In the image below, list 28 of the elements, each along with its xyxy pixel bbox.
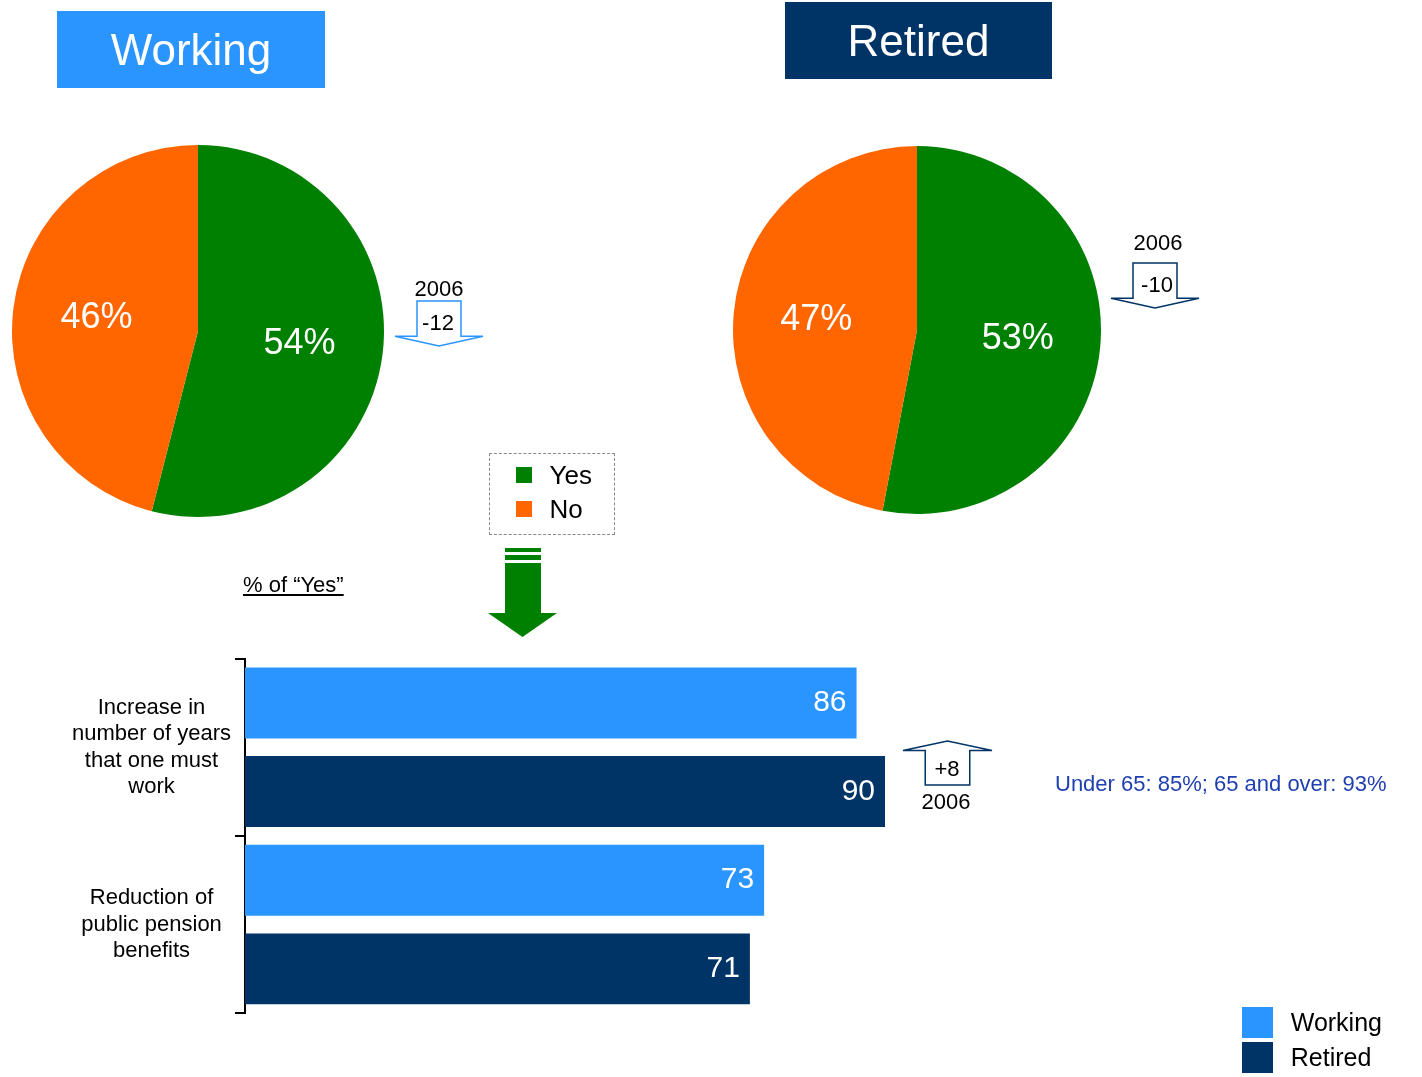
chart-subtitle: % of “Yes” — [243, 572, 344, 598]
y-tick-label: Increase in number of years that one must work — [72, 693, 231, 798]
text: 2006 — [414, 276, 464, 302]
legend-label: Retired — [1289, 1042, 1373, 1073]
data-label: 53% — [981, 316, 1054, 358]
text: -10 — [1141, 272, 1173, 298]
legend-label: Yes — [548, 460, 592, 490]
text: Under 65: 85%; 65 and over: 93% — [1055, 771, 1387, 797]
chart-title: Retired — [785, 2, 1052, 79]
y-tick-label: Reduction of public pension benefits — [81, 884, 222, 963]
data-label: 71 — [706, 950, 740, 984]
bar — [245, 844, 765, 916]
data-label: 46% — [60, 295, 133, 337]
legend-label: Working — [1289, 1007, 1382, 1038]
chart-title: Working — [57, 11, 325, 88]
bar — [245, 667, 857, 739]
legend-label: No — [548, 494, 584, 524]
data-label: 73 — [720, 861, 755, 895]
text: 2006 — [1133, 230, 1183, 256]
data-label: 90 — [841, 772, 875, 806]
bar — [245, 756, 885, 828]
data-label: 54% — [263, 320, 336, 362]
text: +8 — [934, 756, 960, 782]
data-label: 86 — [813, 684, 847, 718]
data-label: 47% — [780, 297, 853, 339]
text: -12 — [422, 310, 454, 336]
bar — [245, 933, 750, 1005]
text: 2006 — [921, 789, 971, 815]
